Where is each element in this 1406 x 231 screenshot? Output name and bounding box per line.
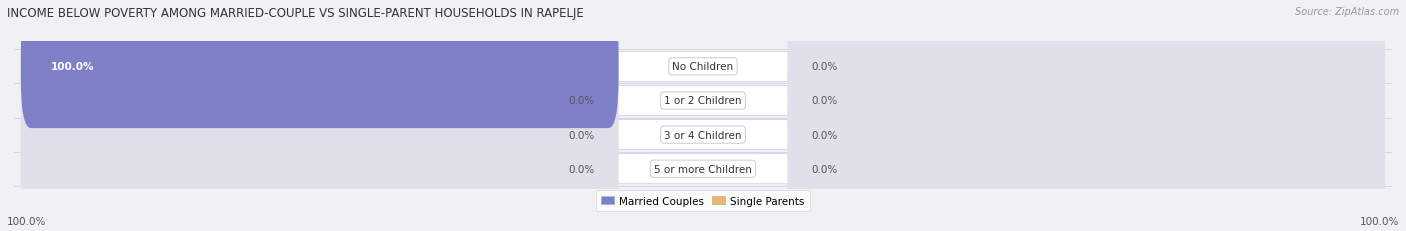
Legend: Married Couples, Single Parents: Married Couples, Single Parents xyxy=(596,191,810,211)
FancyBboxPatch shape xyxy=(21,6,619,129)
FancyBboxPatch shape xyxy=(21,6,619,129)
Text: 0.0%: 0.0% xyxy=(568,164,595,174)
FancyBboxPatch shape xyxy=(787,73,1385,197)
Text: 0.0%: 0.0% xyxy=(811,164,838,174)
Text: 1 or 2 Children: 1 or 2 Children xyxy=(664,96,742,106)
Text: 5 or more Children: 5 or more Children xyxy=(654,164,752,174)
Text: INCOME BELOW POVERTY AMONG MARRIED-COUPLE VS SINGLE-PARENT HOUSEHOLDS IN RAPELJE: INCOME BELOW POVERTY AMONG MARRIED-COUPL… xyxy=(7,7,583,20)
Text: 100.0%: 100.0% xyxy=(1360,216,1399,226)
Text: 0.0%: 0.0% xyxy=(568,96,595,106)
FancyBboxPatch shape xyxy=(21,73,619,197)
Text: 0.0%: 0.0% xyxy=(811,130,838,140)
FancyBboxPatch shape xyxy=(21,40,619,163)
FancyBboxPatch shape xyxy=(21,107,619,231)
Text: 0.0%: 0.0% xyxy=(811,96,838,106)
FancyBboxPatch shape xyxy=(28,52,1378,82)
Text: 0.0%: 0.0% xyxy=(568,130,595,140)
FancyBboxPatch shape xyxy=(787,107,1385,231)
FancyBboxPatch shape xyxy=(28,120,1378,150)
Text: 3 or 4 Children: 3 or 4 Children xyxy=(664,130,742,140)
Text: 100.0%: 100.0% xyxy=(51,62,94,72)
FancyBboxPatch shape xyxy=(787,6,1385,129)
Text: No Children: No Children xyxy=(672,62,734,72)
FancyBboxPatch shape xyxy=(28,154,1378,184)
FancyBboxPatch shape xyxy=(28,86,1378,116)
Text: Source: ZipAtlas.com: Source: ZipAtlas.com xyxy=(1295,7,1399,17)
FancyBboxPatch shape xyxy=(787,40,1385,163)
Text: 100.0%: 100.0% xyxy=(7,216,46,226)
Text: 0.0%: 0.0% xyxy=(811,62,838,72)
